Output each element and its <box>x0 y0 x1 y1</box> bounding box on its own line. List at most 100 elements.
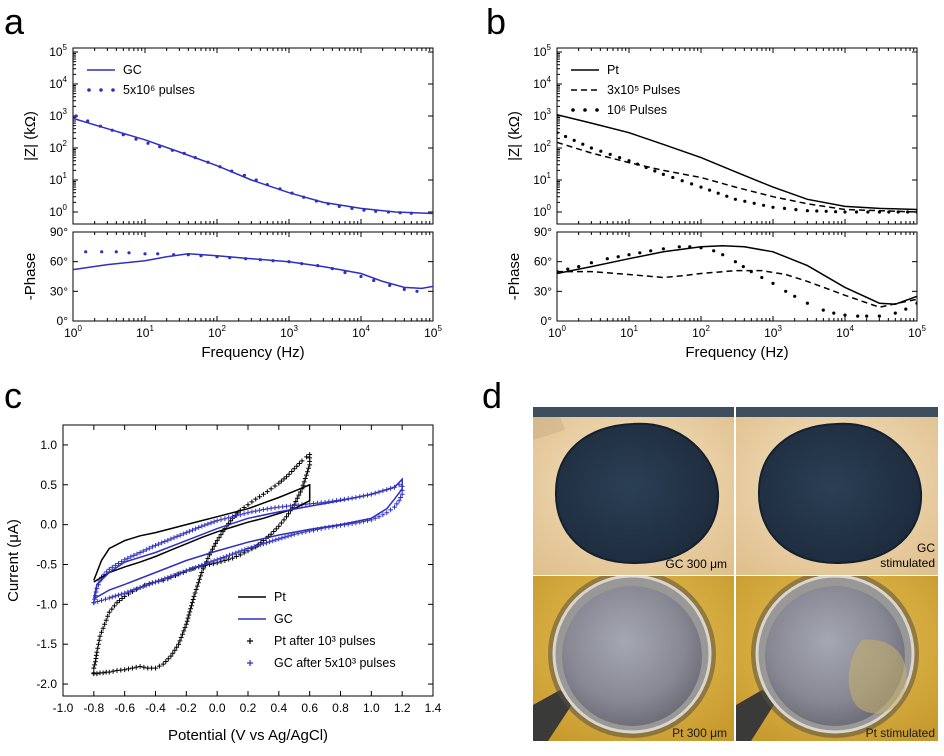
panel-c-point-gc-after-5x10-pulses <box>168 536 174 542</box>
panel-c-point-pt-after-10-pulses <box>96 641 101 647</box>
panel-c-point-gc-after-5x10-pulses <box>177 570 183 576</box>
panel-c-point-pt-after-10-pulses <box>218 559 224 565</box>
panel-c-point-gc-after-5x10-pulses <box>168 574 174 579</box>
panel-c-point-gc-after-5x10-pulses <box>193 565 198 570</box>
panel-c-point-pt-after-10-pulses <box>197 576 202 582</box>
panel-a-phase-point-5x10-pulses <box>271 259 275 263</box>
panel-a-phase-ytick-label: 30° <box>50 284 68 298</box>
panel-b-legend-label-2: 10⁶ Pulses <box>607 103 667 117</box>
panel-b-phase-point-10-pulses <box>784 289 788 293</box>
panel-c-point-gc-after-5x10-pulses <box>156 541 161 547</box>
panel-b-impedance-ytick-label: 100 <box>533 203 551 219</box>
photo-label-pt-300um: Pt 300 μm <box>672 726 727 740</box>
panel-b-phase-point-10-pulses <box>589 261 594 265</box>
panel-c-point-pt-after-10-pulses <box>273 526 279 532</box>
panel-c-point-gc-after-5x10-pulses <box>106 595 112 601</box>
panel-c-point-gc-after-5x10-pulses <box>128 554 134 560</box>
panel-c-point-gc-after-5x10-pulses <box>187 567 192 573</box>
panel-c-point-gc-after-5x10-pulses <box>193 526 198 532</box>
panel-b-legend-label-0: Pt <box>607 63 619 77</box>
panel-b-impedance-point-10-pulses <box>887 210 891 214</box>
panel-b-phase-point-10-pulses <box>915 301 917 305</box>
panel-c-xlabel: Potential (V vs Ag/AgCl) <box>168 727 328 744</box>
panel-c-point-pt-after-10-pulses <box>189 600 195 605</box>
panel-b-impedance-point-10-pulses <box>599 149 603 153</box>
panel-c-point-pt-after-10-pulses <box>145 665 151 671</box>
panel-a-phase-frame <box>72 231 434 322</box>
panel-b-impedance-point-10-pulses <box>716 191 720 195</box>
panel-a-impedance-point-5x10-pulses <box>158 145 162 149</box>
panel-c-point-gc-after-5x10-pulses <box>270 538 276 544</box>
panel-b-impedance-ytick-label: 104 <box>533 75 551 91</box>
panel-a-phase-ytick-label: 60° <box>50 255 68 269</box>
panel-c-point-pt-after-10-pulses <box>301 479 307 485</box>
panel-c-point-gc-after-5x10-pulses <box>190 566 195 571</box>
panel-c-point-gc-after-5x10-pulses <box>380 512 386 518</box>
photo-label-pt-stimulated: Pt stimulated <box>866 726 935 740</box>
panel-a-impedance-point-5x10-pulses <box>121 133 125 137</box>
panel-a-impedance-frame <box>72 47 434 225</box>
panel-c-plot <box>91 452 405 677</box>
panel-c-point-gc-after-5x10-pulses <box>205 560 211 566</box>
panel-b-phase-point-10-pulses <box>760 275 764 280</box>
panel-a-phase-point-5x10-pulses <box>228 256 232 260</box>
panel-c-point-gc-after-5x10-pulses <box>214 557 220 563</box>
panel-c-point-gc-after-5x10-pulses <box>264 506 270 512</box>
panel-c-ytick-label: 1.0 <box>40 438 57 452</box>
panel-c-legend-marker-3 <box>247 660 253 666</box>
panel-c-point-gc-after-5x10-pulses <box>218 517 224 523</box>
panel-c-point-pt-after-10-pulses <box>257 494 262 500</box>
panel-b-phase-point-10-pulses <box>832 311 836 315</box>
panel-c-point-pt-after-10-pulses <box>91 671 97 677</box>
panel-c-point-pt-after-10-pulses <box>163 659 169 664</box>
panel-c-point-gc-after-5x10-pulses <box>214 518 220 523</box>
panel-a-impedance-plot <box>73 114 433 215</box>
panel-a-impedance-ytick-label: 101 <box>49 171 67 187</box>
panel-c-series-pt-line <box>93 483 311 583</box>
panel-c-point-pt-after-10-pulses <box>196 580 201 586</box>
panel-c-point-gc-after-5x10-pulses <box>376 514 382 520</box>
panel-a-phase-xtick-label: 102 <box>208 324 226 340</box>
panel-c-point-pt-after-10-pulses <box>271 529 277 534</box>
panel-c-point-gc-after-5x10-pulses <box>183 530 189 535</box>
panel-a-phase-point-5x10-pulses <box>258 258 262 262</box>
panel-c-point-pt-after-10-pulses <box>296 492 302 498</box>
panel-c-legend-label-2: Pt after 10³ pulses <box>274 634 375 648</box>
panel-c-point-pt-after-10-pulses <box>106 609 112 615</box>
panel-a-phase-series-gc-line <box>73 253 433 290</box>
panel-b-impedance-point-10-pulses <box>824 209 828 213</box>
panel-c-point-pt-after-10-pulses <box>304 454 309 460</box>
panel-c-point-gc-after-5x10-pulses <box>233 550 239 556</box>
panel-c-xtick-label: 0.4 <box>270 701 287 715</box>
panel-c-point-pt-after-10-pulses <box>94 649 100 655</box>
panel-a-phase-xtick-label: 104 <box>352 324 370 340</box>
panel-c-point-gc-after-5x10-pulses <box>103 596 108 602</box>
panel-c-point-gc-after-5x10-pulses <box>261 541 266 547</box>
panel-letter-d: d <box>482 375 502 416</box>
panel-c-point-pt-after-10-pulses <box>192 590 198 596</box>
panel-c-point-pt-after-10-pulses <box>160 661 166 667</box>
panel-a-phase-point-5x10-pulses <box>343 270 347 275</box>
panel-c-ytick-label: 0.0 <box>40 518 57 532</box>
panel-c-point-gc-after-5x10-pulses <box>95 599 101 604</box>
panel-c-xtick-label: 0.2 <box>240 701 257 715</box>
panel-c-point-pt-after-10-pulses <box>178 635 184 640</box>
panel-b-impedance-ytick-label: 101 <box>533 171 551 187</box>
panel-b-impedance-series-3x10-pulses-line <box>557 141 917 213</box>
panel-a-impedance-point-5x10-pulses <box>182 151 186 155</box>
panel-letter-b: b <box>486 1 506 42</box>
panel-a: 100 101 102 103 104 1051001011021031041050°30… <box>22 43 442 361</box>
panel-a-impedance-point-5x10-pulses <box>170 148 174 152</box>
panel-c-point-pt-after-10-pulses <box>298 489 303 495</box>
panel-a-phase-ylabel: -Phase <box>22 253 39 301</box>
panel-c-point-pt-after-10-pulses <box>126 666 131 672</box>
panel-c-point-gc-after-5x10-pulses <box>392 504 397 510</box>
panel-a-impedance-point-5x10-pulses <box>290 191 294 195</box>
panel-c-point-gc-after-5x10-pulses <box>187 528 192 534</box>
panel-c-point-gc-after-5x10-pulses <box>159 540 165 546</box>
panel-c-point-pt-after-10-pulses <box>281 517 287 523</box>
panel-b-phase-point-10-pulses <box>741 265 745 269</box>
photo-gc-stimulated <box>736 407 938 575</box>
panel-c-point-gc-after-5x10-pulses <box>162 576 168 582</box>
panel-b-impedance-point-10-pulses <box>794 208 798 212</box>
